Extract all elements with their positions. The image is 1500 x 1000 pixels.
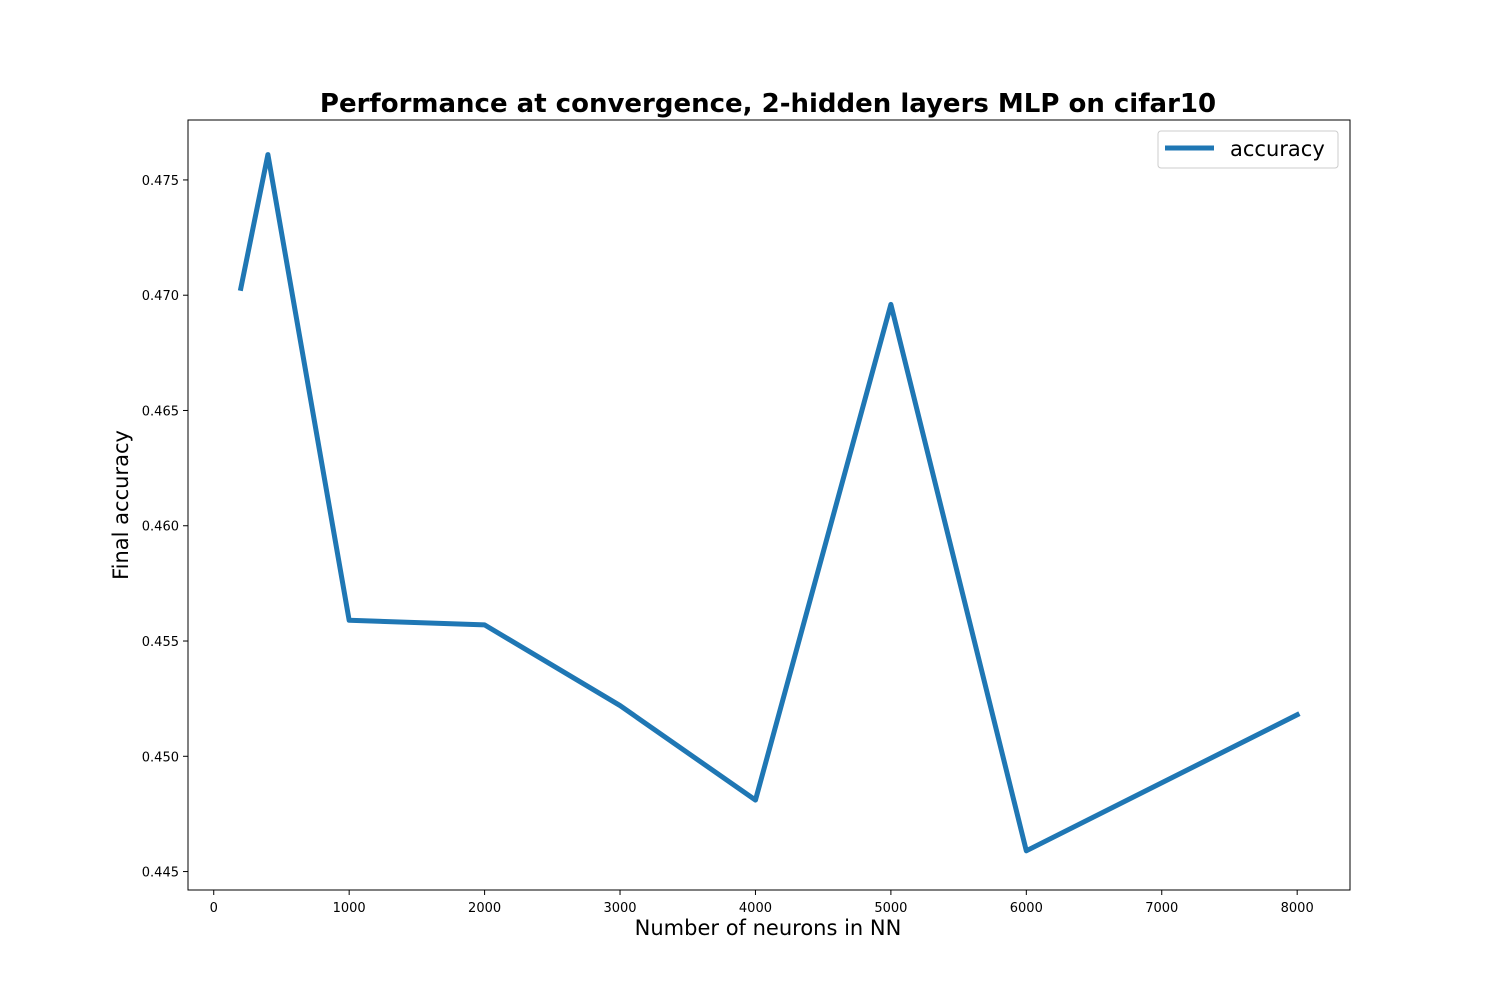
series-layer <box>237 152 1301 854</box>
x-axis-label: Number of neurons in NN <box>635 916 902 940</box>
x-tick-label: 2000 <box>468 901 501 916</box>
legend: accuracy <box>1157 130 1339 169</box>
y-tick-label: 0.445 <box>142 866 179 881</box>
y-tick-label: 0.465 <box>142 404 179 419</box>
x-tick-label: 3000 <box>603 901 636 916</box>
x-tick-label: 1000 <box>333 901 366 916</box>
y-tick-label: 0.450 <box>142 750 179 765</box>
y-tick-label: 0.475 <box>142 174 179 189</box>
x-tick-label: 0 <box>210 901 218 916</box>
series-line-accuracy <box>237 152 1301 854</box>
plot-area-frame <box>187 119 1351 891</box>
x-tick-label: 7000 <box>1145 901 1178 916</box>
x-axis-ticks: 0 1000 2000 3000 4000 5000 6000 7000 8000 <box>210 890 1314 916</box>
y-tick-label: 0.455 <box>142 635 179 650</box>
x-tick-label: 8000 <box>1281 901 1314 916</box>
y-axis-label: Final accuracy <box>109 430 133 580</box>
x-tick-label: 6000 <box>1010 901 1043 916</box>
legend-box <box>1157 130 1339 169</box>
y-tick-label: 0.460 <box>142 520 179 535</box>
chart-title: Performance at convergence, 2-hidden lay… <box>320 89 1216 119</box>
y-tick-label: 0.470 <box>142 289 179 304</box>
legend-label-accuracy: accuracy <box>1230 137 1325 161</box>
y-axis-ticks: 0.445 0.450 0.455 0.460 0.465 0.470 0.475 <box>142 174 188 881</box>
x-tick-label: 5000 <box>874 901 907 916</box>
x-tick-label: 4000 <box>739 901 772 916</box>
